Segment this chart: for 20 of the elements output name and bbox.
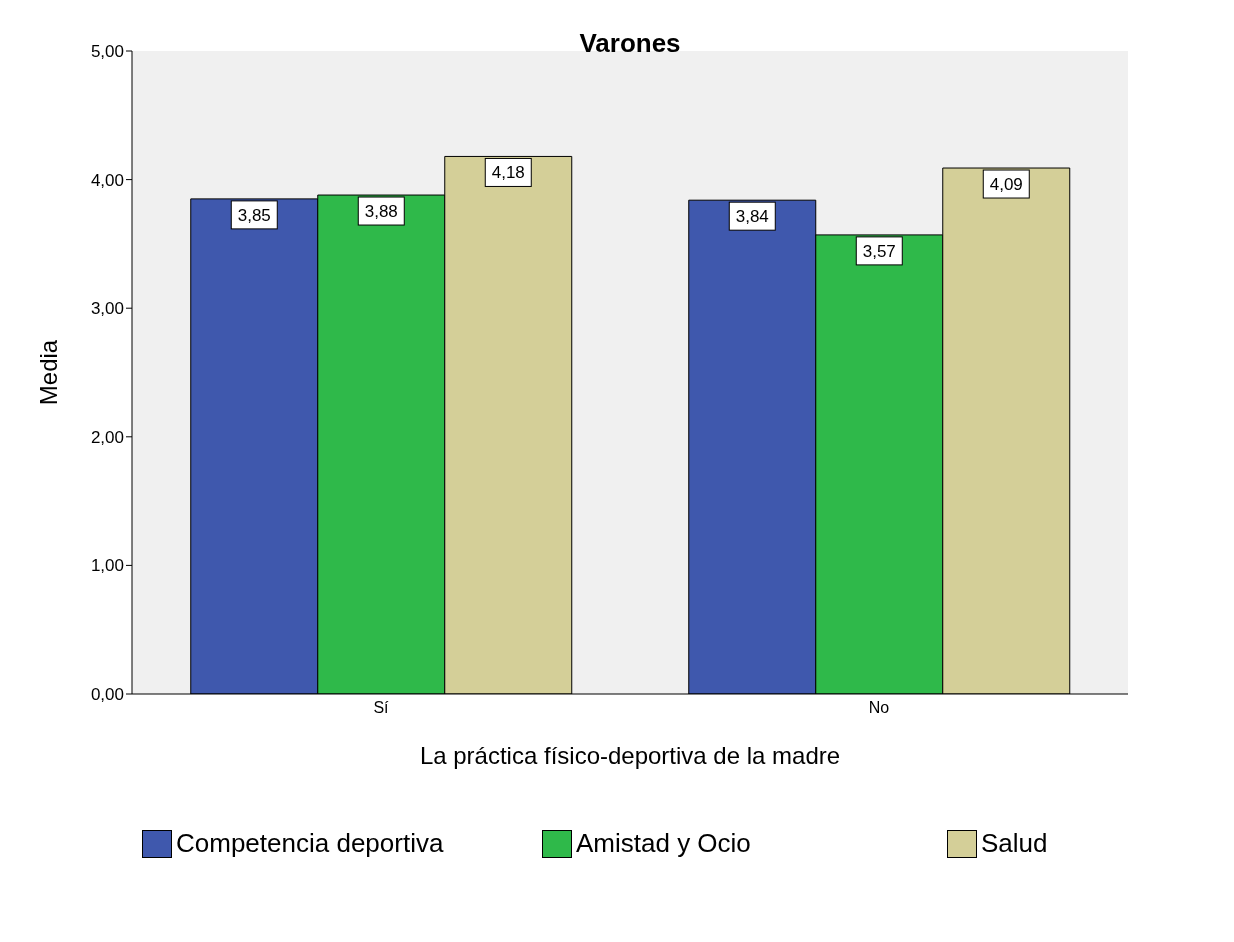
data-label: 3,88 <box>364 202 398 222</box>
x-tick-label: Sí <box>373 699 390 717</box>
data-label: 3,84 <box>735 207 769 227</box>
data-label: 3,57 <box>862 241 896 261</box>
legend-label: Competencia deportiva <box>176 828 444 859</box>
y-tick-label: 2,00 <box>90 427 124 447</box>
data-label: 4,18 <box>491 163 525 183</box>
y-tick-label: 0,00 <box>90 685 124 705</box>
y-tick-label: 4,00 <box>90 170 124 190</box>
chart-title: Varones <box>578 28 682 59</box>
x-tick-label: No <box>868 699 890 717</box>
y-tick-label: 3,00 <box>90 299 124 319</box>
data-label: 3,85 <box>237 205 271 225</box>
data-label: 4,09 <box>989 175 1023 195</box>
y-tick-label: 1,00 <box>90 556 124 576</box>
y-axis-title: Media <box>34 339 62 406</box>
y-tick-label: 5,00 <box>90 42 124 62</box>
legend-label: Amistad y Ocio <box>576 828 751 859</box>
legend-label: Salud <box>981 828 1048 859</box>
x-axis-title: La práctica físico-deportiva de la madre <box>419 742 841 769</box>
